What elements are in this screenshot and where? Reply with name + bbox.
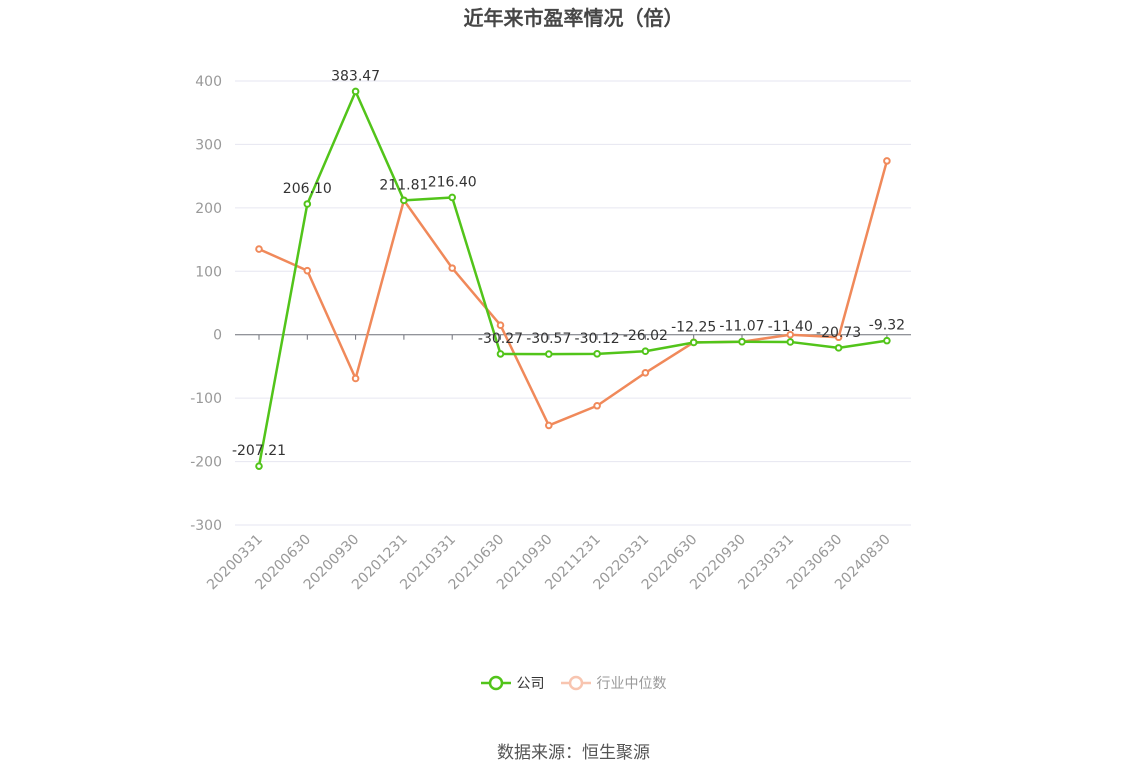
data-point-industry-median[interactable] [593, 401, 601, 410]
data-point-industry-median[interactable] [883, 157, 891, 165]
data-label: 216.40 [428, 174, 477, 190]
legend: 公司 行业中位数 [0, 673, 1147, 693]
data-label: -30.57 [526, 331, 571, 347]
data-point-company[interactable] [448, 193, 457, 202]
data-point-company[interactable] [834, 344, 843, 352]
legend-company-icon [480, 675, 511, 691]
data-point-company[interactable] [883, 336, 891, 345]
data-source: 数据来源：恒生聚源 [497, 743, 650, 763]
data-point-company[interactable] [545, 350, 553, 358]
y-tick-label: 200 [195, 201, 222, 217]
data-point-industry-median[interactable] [786, 330, 795, 339]
y-tick-label: 300 [195, 137, 222, 153]
data-label: -11.07 [719, 319, 764, 335]
data-point-company[interactable] [689, 338, 698, 347]
series-line-industry-median [258, 160, 889, 427]
data-point-industry-median[interactable] [303, 266, 312, 275]
y-tick-label: -300 [190, 518, 222, 534]
data-point-company[interactable] [255, 462, 263, 470]
legend-label-industry-median: 行业中位数 [596, 676, 667, 692]
data-point-industry-median[interactable] [545, 421, 553, 430]
data-label: -12.25 [671, 319, 716, 335]
data-point-company[interactable] [593, 350, 601, 358]
data-point-company[interactable] [496, 350, 505, 358]
data-point-company[interactable] [400, 196, 408, 205]
data-point-industry-median[interactable] [496, 321, 505, 330]
data-label: 383.47 [331, 68, 380, 84]
data-point-industry-median[interactable] [834, 333, 843, 342]
data-point-company[interactable] [738, 337, 746, 346]
data-point-industry-median[interactable] [351, 374, 360, 383]
y-tick-label: -100 [190, 391, 222, 407]
y-tick-label: 400 [195, 74, 222, 90]
grid-lines [235, 80, 911, 526]
legend-item-industry-median[interactable]: 行业中位数 [560, 673, 667, 693]
data-label: -20.73 [816, 325, 861, 341]
chart-title: 近年来市盈率情况（倍） [463, 6, 684, 30]
data-label: 206.10 [283, 181, 332, 197]
legend-label-company: 公司 [516, 676, 545, 692]
y-tick-label: 100 [195, 264, 222, 280]
data-label: -30.27 [478, 331, 523, 347]
data-label: -207.21 [232, 443, 286, 459]
legend-industry-icon [560, 675, 591, 691]
data-point-industry-median[interactable] [448, 264, 457, 272]
legend-item-company[interactable]: 公司 [480, 673, 545, 693]
data-point-company[interactable] [786, 338, 795, 346]
data-point-industry-median[interactable] [641, 368, 650, 377]
series-group [255, 87, 891, 470]
data-point-industry-median[interactable] [255, 245, 263, 253]
series-line-company [257, 90, 888, 467]
data-label: -11.40 [768, 319, 813, 335]
data-label: 211.81 [379, 177, 428, 193]
data-point-company[interactable] [303, 200, 312, 208]
data-label: -30.12 [575, 331, 620, 347]
y-tick-label: -200 [190, 455, 222, 471]
data-point-company[interactable] [351, 87, 360, 96]
y-tick-label: 0 [213, 328, 222, 344]
data-label: -9.32 [869, 318, 905, 334]
data-label: -26.02 [623, 328, 668, 344]
data-point-company[interactable] [641, 347, 650, 356]
